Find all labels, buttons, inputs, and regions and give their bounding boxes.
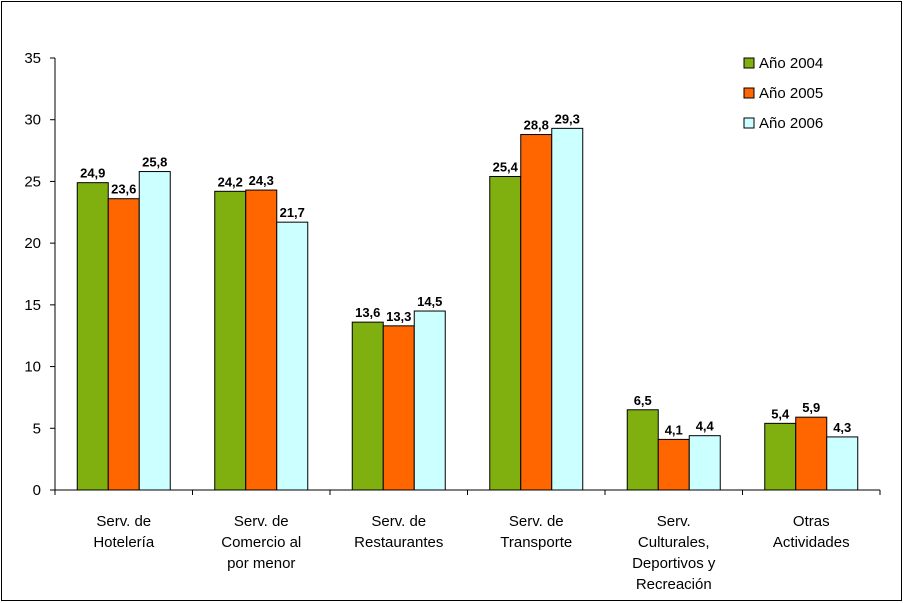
bar xyxy=(413,310,446,491)
category-label: Serv. de xyxy=(509,513,564,530)
data-label: 24,9 xyxy=(80,166,105,181)
bar xyxy=(764,422,797,491)
y-tick-label: 15 xyxy=(24,297,41,314)
bar xyxy=(489,175,522,491)
y-tick-label: 0 xyxy=(33,482,41,499)
legend-swatch xyxy=(743,87,755,99)
category-label: Comercio al xyxy=(221,534,301,551)
y-tick-label: 35 xyxy=(24,50,41,67)
data-label: 29,3 xyxy=(555,111,580,126)
data-label: 21,7 xyxy=(280,205,305,220)
legend-swatch xyxy=(743,117,755,129)
bar xyxy=(245,189,278,491)
data-label: 23,6 xyxy=(111,182,136,197)
category-label: Serv. de xyxy=(234,513,289,530)
bar xyxy=(520,134,553,491)
data-label: 13,6 xyxy=(355,305,380,320)
y-tick-label: 10 xyxy=(24,359,41,376)
bar xyxy=(107,198,140,491)
data-label: 5,9 xyxy=(802,400,820,415)
category-label: Culturales, xyxy=(638,534,710,551)
category-label: Recreación xyxy=(636,576,712,593)
data-label: 5,4 xyxy=(771,406,790,421)
bar xyxy=(382,325,415,491)
data-label: 24,3 xyxy=(249,173,274,188)
category-label: Otras xyxy=(793,513,830,530)
legend-label: Año 2004 xyxy=(759,55,823,72)
legend-label: Año 2006 xyxy=(759,115,823,132)
category-label: por menor xyxy=(227,555,295,572)
bar xyxy=(826,436,859,491)
data-label: 6,5 xyxy=(634,393,652,408)
data-label: 13,3 xyxy=(386,309,411,324)
category-label: Deportivos y xyxy=(632,555,716,572)
bar xyxy=(657,438,690,491)
bar xyxy=(351,321,384,491)
data-label: 25,8 xyxy=(142,155,167,170)
category-label: Serv. xyxy=(657,513,691,530)
bar xyxy=(551,127,584,491)
category-label: Serv. de xyxy=(96,513,151,530)
bar xyxy=(276,221,309,491)
data-label: 4,1 xyxy=(665,422,683,437)
category-label: Serv. de xyxy=(371,513,426,530)
legend-swatch xyxy=(743,57,755,69)
category-label: Hotelería xyxy=(93,534,155,551)
data-label: 24,2 xyxy=(218,174,243,189)
y-tick-label: 30 xyxy=(24,112,41,129)
y-tick-label: 5 xyxy=(33,420,41,437)
data-label: 25,4 xyxy=(493,159,519,174)
bar xyxy=(214,190,247,491)
category-label: Transporte xyxy=(500,534,572,551)
bar xyxy=(76,182,109,491)
bar xyxy=(688,435,721,491)
bar xyxy=(795,416,828,491)
category-label: Actividades xyxy=(773,534,850,551)
y-tick-label: 25 xyxy=(24,173,41,190)
legend-label: Año 2005 xyxy=(759,85,823,102)
data-label: 4,4 xyxy=(696,419,715,434)
bar xyxy=(626,409,659,491)
bar xyxy=(138,171,171,491)
data-label: 4,3 xyxy=(833,420,851,435)
y-tick-label: 20 xyxy=(24,235,41,252)
data-label: 28,8 xyxy=(524,118,549,133)
data-label: 14,5 xyxy=(417,294,442,309)
category-label: Restaurantes xyxy=(354,534,443,551)
